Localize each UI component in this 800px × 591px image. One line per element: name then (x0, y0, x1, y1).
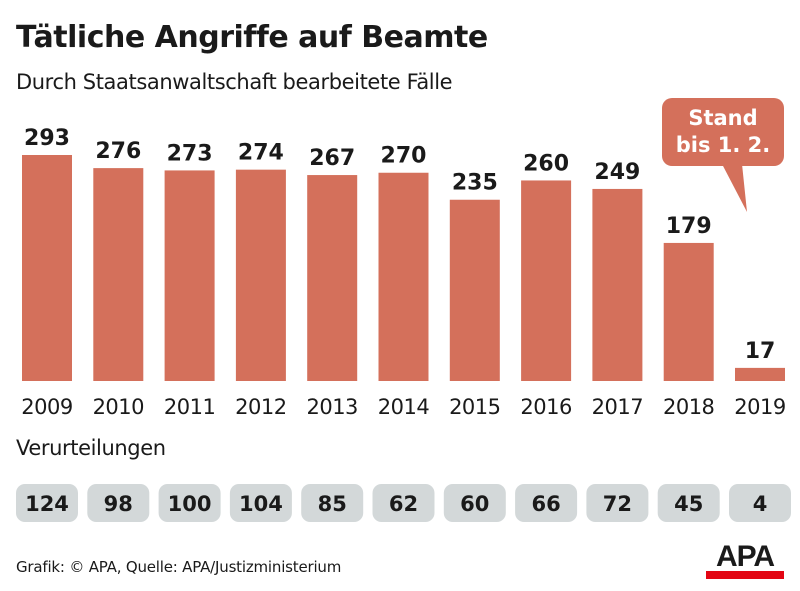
year-tick-label: 2011 (164, 395, 215, 419)
conviction-value: 104 (239, 492, 283, 516)
value-label: 293 (24, 126, 70, 151)
conviction-value: 45 (674, 492, 703, 516)
year-tick-label: 2019 (734, 395, 785, 419)
conviction-value: 85 (318, 492, 347, 516)
bar-2016 (521, 180, 572, 381)
value-label: 235 (452, 171, 498, 196)
conviction-pill (586, 484, 649, 522)
conviction-value: 62 (389, 492, 418, 516)
logo-red-bar (706, 571, 784, 579)
bar-2019 (735, 367, 785, 381)
chart-title: Tätliche Angriffe auf Beamte (16, 20, 488, 55)
year-tick-label: 2018 (663, 395, 714, 419)
conviction-pill (16, 484, 78, 522)
bar-2013 (307, 175, 358, 381)
bar-2014 (378, 172, 429, 381)
bar-2009 (22, 155, 72, 381)
annotation-callout: Stand bis 1. 2. (662, 98, 784, 166)
value-label: 249 (594, 160, 640, 185)
value-label: 260 (523, 151, 569, 176)
conviction-value: 66 (531, 492, 560, 516)
chart-subtitle: Durch Staatsanwaltschaft bearbeitete Fäl… (16, 70, 453, 94)
conviction-pill (229, 484, 292, 522)
bar-2017 (592, 188, 643, 381)
year-tick-label: 2017 (592, 395, 643, 419)
bar-2010 (93, 168, 144, 381)
conviction-value: 72 (603, 492, 632, 516)
conviction-pill (443, 484, 506, 522)
conviction-value: 60 (460, 492, 489, 516)
conviction-value: 4 (753, 492, 768, 516)
value-label: 17 (745, 339, 776, 364)
conviction-pill (657, 484, 720, 522)
conviction-value: 124 (25, 492, 69, 516)
bar-2012 (235, 169, 286, 381)
value-label: 270 (381, 144, 427, 169)
apa-logo: APA (706, 540, 784, 579)
year-tick-label: 2010 (93, 395, 144, 419)
conviction-pill (372, 484, 435, 522)
conviction-pill (301, 484, 364, 522)
convictions-label: Verurteilungen (16, 436, 166, 460)
bar-2011 (164, 170, 215, 381)
conviction-value: 100 (168, 492, 212, 516)
conviction-pill (158, 484, 221, 522)
source-footer: Grafik: © APA, Quelle: APA/Justizministe… (16, 558, 342, 576)
logo-text: APA (715, 540, 775, 573)
value-label: 273 (167, 141, 213, 166)
year-tick-label: 2014 (378, 395, 430, 419)
bar-2015 (449, 199, 500, 381)
annotation-line-2: bis 1. 2. (675, 133, 771, 157)
value-label: 276 (95, 139, 141, 164)
year-tick-label: 2016 (520, 395, 572, 419)
value-label: 267 (309, 146, 355, 171)
year-tick-label: 2009 (21, 395, 72, 419)
annotation-line-1: Stand (688, 106, 758, 130)
bar-2018 (663, 242, 714, 381)
value-label: 274 (238, 141, 284, 166)
conviction-pill (515, 484, 578, 522)
year-tick-label: 2013 (306, 395, 357, 419)
callout-tail (722, 164, 747, 212)
year-tick-label: 2015 (449, 395, 500, 419)
conviction-pill (87, 484, 150, 522)
year-tick-label: 2012 (235, 395, 286, 419)
value-label: 179 (666, 214, 712, 239)
conviction-value: 98 (104, 492, 133, 516)
conviction-pill (729, 484, 791, 522)
